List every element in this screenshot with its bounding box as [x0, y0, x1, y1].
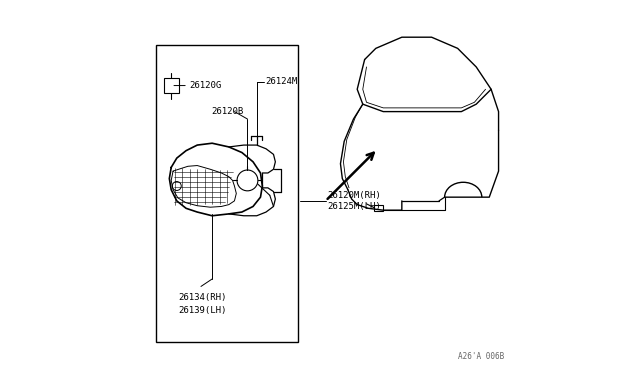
Text: 26134(RH): 26134(RH) — [179, 293, 227, 302]
Bar — [164, 78, 179, 93]
Text: 26125M(LH): 26125M(LH) — [328, 202, 381, 211]
Text: 26139(LH): 26139(LH) — [179, 306, 227, 315]
Bar — [156, 45, 298, 342]
Text: 26120M(RH): 26120M(RH) — [328, 191, 381, 200]
Text: 26120B: 26120B — [211, 107, 244, 116]
Text: 26124M: 26124M — [265, 77, 297, 86]
Bar — [374, 205, 383, 211]
Text: A26'A 006B: A26'A 006B — [458, 352, 504, 361]
Text: 26120G: 26120G — [189, 81, 221, 90]
